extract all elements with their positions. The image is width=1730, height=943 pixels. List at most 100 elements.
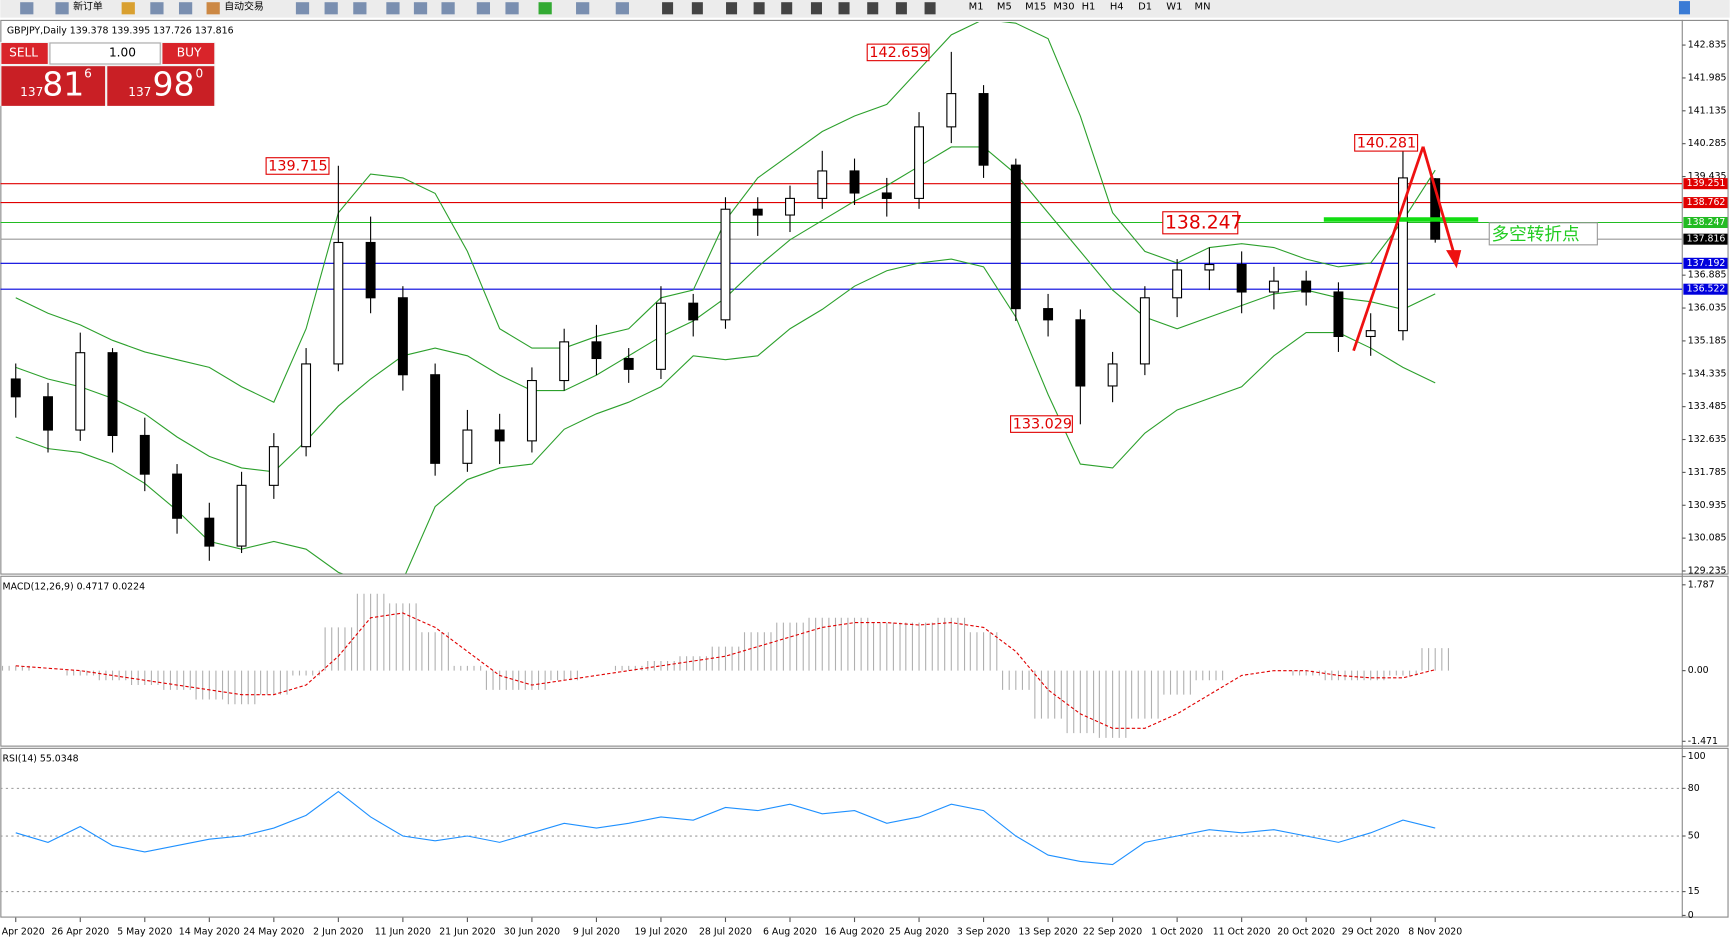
icon[interactable] — [476, 2, 491, 15]
sell-label[interactable]: SELL — [9, 45, 38, 59]
price-annotation-box — [1162, 211, 1239, 235]
up-arrow — [1352, 146, 1425, 352]
price-annotation-box — [1354, 134, 1419, 152]
timeframe[interactable]: M1 — [969, 2, 984, 13]
toolbar-button[interactable]: 自动交易 — [224, 0, 264, 13]
y-tick-label: 136.035 — [1688, 303, 1727, 314]
sell-pip: 6 — [84, 66, 92, 80]
icon[interactable] — [781, 2, 793, 15]
level-tag — [1683, 178, 1728, 190]
x-tick-label: 6 Aug 2020 — [763, 926, 817, 937]
y-tick-label: 15 — [1688, 886, 1700, 897]
x-tick-label: 1 Oct 2020 — [1151, 926, 1203, 937]
sell-button[interactable] — [1, 43, 48, 64]
timeframe[interactable]: M15 — [1025, 2, 1046, 13]
candle-body — [462, 429, 473, 464]
icon[interactable] — [441, 2, 455, 15]
sell-main: 81 — [42, 65, 84, 104]
icon[interactable] — [538, 2, 552, 15]
candle-body — [1301, 280, 1312, 293]
y-tick-label: 134.335 — [1688, 368, 1727, 379]
down-arrow — [1421, 146, 1456, 255]
candle-body — [204, 517, 215, 547]
x-tick-label: 29 Oct 2020 — [1342, 926, 1400, 937]
icon[interactable] — [576, 2, 590, 15]
y-tick-label: 139.435 — [1688, 171, 1727, 182]
price-annotation: 133.029 — [1013, 417, 1072, 433]
y-tick-label: 131.785 — [1688, 467, 1727, 478]
icon[interactable] — [726, 2, 738, 15]
price-annotation: 142.659 — [869, 45, 928, 61]
timeframe[interactable]: M5 — [997, 2, 1012, 13]
icon[interactable] — [505, 2, 519, 15]
candle-body — [333, 241, 344, 365]
buy-main: 98 — [153, 65, 195, 104]
icon[interactable] — [662, 2, 674, 15]
price-annotation: 139.715 — [268, 159, 327, 175]
candle-body — [978, 93, 989, 166]
level-label: 139.251 — [1687, 178, 1726, 189]
candle-body — [494, 429, 505, 442]
timeframe[interactable]: W1 — [1166, 2, 1182, 13]
candle-body — [688, 302, 699, 321]
candle-body — [75, 352, 86, 431]
icon[interactable] — [753, 2, 765, 15]
y-tick-label: 1.787 — [1688, 579, 1715, 590]
candle-body — [946, 93, 957, 128]
candle-body — [365, 241, 376, 299]
icon[interactable] — [867, 2, 879, 15]
icon[interactable] — [206, 2, 220, 15]
y-tick-label: 133.485 — [1688, 401, 1727, 412]
volume-input[interactable] — [49, 42, 161, 65]
candle-body — [1365, 330, 1376, 338]
x-tick-label: 8 Nov 2020 — [1408, 926, 1462, 937]
icon[interactable] — [1678, 1, 1690, 15]
timeframe[interactable]: H1 — [1082, 2, 1096, 13]
icon[interactable] — [386, 2, 400, 15]
timeframe[interactable]: M30 — [1053, 2, 1074, 13]
icon[interactable] — [121, 2, 135, 15]
icon[interactable] — [615, 2, 629, 15]
icon[interactable] — [324, 2, 338, 15]
x-tick-label: 28 Jul 2020 — [699, 926, 752, 937]
icon[interactable] — [178, 2, 193, 15]
buy-quote[interactable] — [107, 66, 215, 106]
arrow-head — [1446, 250, 1462, 269]
icon[interactable] — [413, 2, 428, 15]
candle-body — [139, 434, 150, 475]
price-annotation: 140.281 — [1357, 135, 1416, 151]
note: 多空转折点 — [1491, 224, 1579, 245]
candle-body — [720, 208, 731, 321]
icon[interactable] — [838, 2, 850, 15]
buy-big: 137 — [128, 85, 151, 99]
x-tick-label: 14 May 2020 — [179, 926, 240, 937]
volume[interactable]: 1.00 — [109, 45, 136, 59]
icon[interactable] — [20, 2, 34, 15]
timeframe[interactable]: D1 — [1138, 2, 1152, 13]
candle-body — [881, 192, 892, 199]
icon[interactable] — [353, 2, 367, 15]
icon[interactable] — [295, 2, 310, 15]
icon[interactable] — [895, 2, 907, 15]
main-plot — [0, 22, 1683, 574]
icon[interactable] — [150, 2, 164, 15]
y-tick-label: 80 — [1688, 783, 1700, 794]
x-tick-label: 20 Oct 2020 — [1277, 926, 1335, 937]
icon[interactable] — [924, 2, 936, 15]
buy-button[interactable] — [162, 43, 215, 64]
timeframe[interactable]: H4 — [1110, 2, 1124, 13]
icon[interactable] — [691, 2, 703, 15]
candle-body — [172, 473, 183, 519]
timeframe[interactable]: MN — [1195, 2, 1211, 13]
y-tick-label: -1.471 — [1688, 736, 1718, 747]
sell-quote[interactable] — [1, 66, 106, 106]
buy-label[interactable]: BUY — [177, 45, 202, 59]
icon[interactable] — [810, 2, 822, 15]
price-annotation-box — [265, 157, 330, 175]
axes: GBPJPY,Daily 139.378 139.395 137.726 137… — [0, 25, 1728, 937]
candle-body — [1333, 291, 1344, 338]
x-tick-label: 30 Jun 2020 — [504, 926, 560, 937]
toolbar-button[interactable]: 新订单 — [73, 0, 103, 13]
icon[interactable] — [55, 2, 69, 15]
